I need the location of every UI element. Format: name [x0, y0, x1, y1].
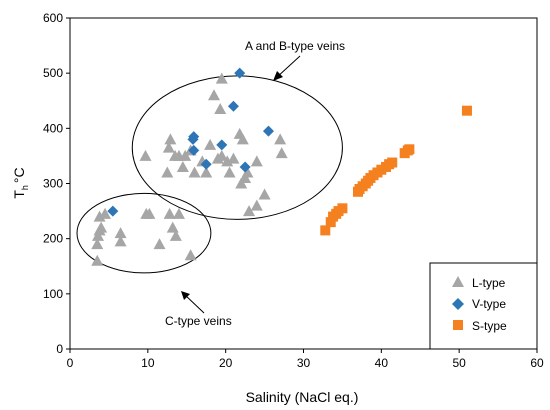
legend-item-v-type: V-type — [452, 297, 506, 311]
point-l-type — [250, 199, 263, 211]
point-l-type — [95, 221, 108, 233]
point-l-type — [99, 207, 112, 219]
point-v-type — [227, 100, 239, 112]
point-l-type — [163, 207, 176, 219]
point-l-type — [91, 254, 104, 266]
point-l-type — [169, 229, 182, 241]
point-v-type — [234, 67, 246, 79]
point-l-type — [164, 133, 177, 145]
y-axis-label-main: T — [11, 190, 27, 199]
point-l-type — [114, 227, 127, 239]
point-s-type — [337, 203, 348, 214]
legend-diamond-icon — [452, 298, 464, 310]
point-l-type — [143, 207, 156, 219]
point-l-type — [250, 155, 263, 167]
y-axis-label: Th °C — [11, 167, 30, 198]
point-l-type — [139, 149, 152, 161]
point-s-type — [387, 157, 398, 168]
point-l-type — [166, 221, 179, 233]
annotation-c-veins-arrow — [183, 293, 205, 314]
x-tick-label: 10 — [141, 356, 155, 370]
point-s-type — [320, 225, 331, 236]
y-tick-label: 500 — [43, 66, 63, 80]
y-tick-label: 0 — [56, 342, 63, 356]
annotation-c-veins-arrowhead — [181, 291, 190, 300]
point-l-type — [236, 133, 249, 145]
x-tick-label: 30 — [297, 356, 311, 370]
point-l-type — [93, 210, 106, 222]
point-v-type — [188, 131, 200, 143]
legend-item-s-type: S-type — [453, 319, 507, 333]
y-tick-label: 300 — [43, 177, 63, 191]
ellipse-c-veins — [76, 192, 212, 274]
y-axis-ticks: 0 100 200 300 400 500 600 — [43, 11, 70, 356]
point-l-type — [227, 152, 240, 164]
legend: L-type V-type S-type — [429, 262, 538, 350]
point-l-type — [162, 141, 175, 153]
point-v-type — [188, 144, 200, 156]
point-l-type — [153, 238, 166, 250]
point-l-type — [184, 249, 197, 261]
point-s-type — [404, 144, 415, 155]
y-tick-label: 400 — [43, 121, 63, 135]
legend-item-l-type: L-type — [452, 276, 506, 290]
legend-label-s-type: S-type — [472, 319, 507, 333]
y-tick-label: 100 — [43, 287, 63, 301]
point-l-type — [176, 160, 189, 172]
x-axis-label: Salinity (NaCl eq.) — [246, 389, 359, 405]
x-tick-label: 40 — [375, 356, 389, 370]
point-l-type — [243, 205, 256, 217]
point-s-type — [461, 105, 472, 116]
legend-label-l-type: L-type — [472, 276, 506, 290]
y-axis-label-sub: h — [20, 185, 30, 190]
legend-square-icon — [453, 320, 463, 330]
point-l-type — [239, 171, 252, 183]
x-axis-ticks: 0 10 20 30 40 50 60 — [67, 349, 544, 370]
legend-label-v-type: V-type — [472, 297, 506, 311]
point-l-type — [258, 188, 271, 200]
annotation-c-veins: C-type veins — [165, 291, 232, 328]
point-l-type — [188, 166, 201, 178]
point-v-type — [216, 139, 228, 151]
point-l-type — [200, 166, 213, 178]
point-l-type — [221, 155, 234, 167]
annotation-ab-veins: A and B-type veins — [245, 39, 345, 81]
point-v-type — [107, 205, 119, 217]
point-l-type — [92, 229, 105, 241]
ellipse-ab-veins — [131, 75, 343, 220]
point-l-type — [207, 89, 220, 101]
point-l-type — [204, 138, 217, 150]
annotation-c-veins-label: C-type veins — [165, 314, 232, 328]
y-tick-label: 600 — [43, 11, 63, 25]
point-l-type — [179, 149, 192, 161]
point-l-type — [214, 103, 227, 115]
point-l-type — [114, 235, 127, 247]
y-axis-label-unit: °C — [11, 167, 27, 183]
point-l-type — [215, 72, 228, 84]
data-points — [91, 67, 472, 266]
legend-triangle-icon — [452, 276, 464, 287]
point-l-type — [215, 149, 228, 161]
x-tick-label: 50 — [452, 356, 466, 370]
point-v-type — [262, 125, 274, 137]
point-l-type — [223, 166, 236, 178]
point-l-type — [161, 166, 174, 178]
y-tick-label: 200 — [43, 232, 63, 246]
legend-box — [429, 262, 538, 350]
x-tick-label: 60 — [530, 356, 544, 370]
point-l-type — [91, 238, 104, 250]
x-tick-label: 0 — [67, 356, 74, 370]
x-tick-label: 20 — [219, 356, 233, 370]
point-s-type — [325, 217, 336, 228]
point-v-type — [200, 158, 212, 170]
point-l-type — [172, 207, 185, 219]
point-v-type — [239, 161, 251, 173]
annotation-ab-veins-label: A and B-type veins — [245, 39, 345, 53]
point-l-type — [235, 177, 248, 189]
annotation-ab-veins-arrowhead — [273, 71, 283, 81]
point-l-type — [274, 133, 287, 145]
point-l-type — [275, 147, 288, 159]
